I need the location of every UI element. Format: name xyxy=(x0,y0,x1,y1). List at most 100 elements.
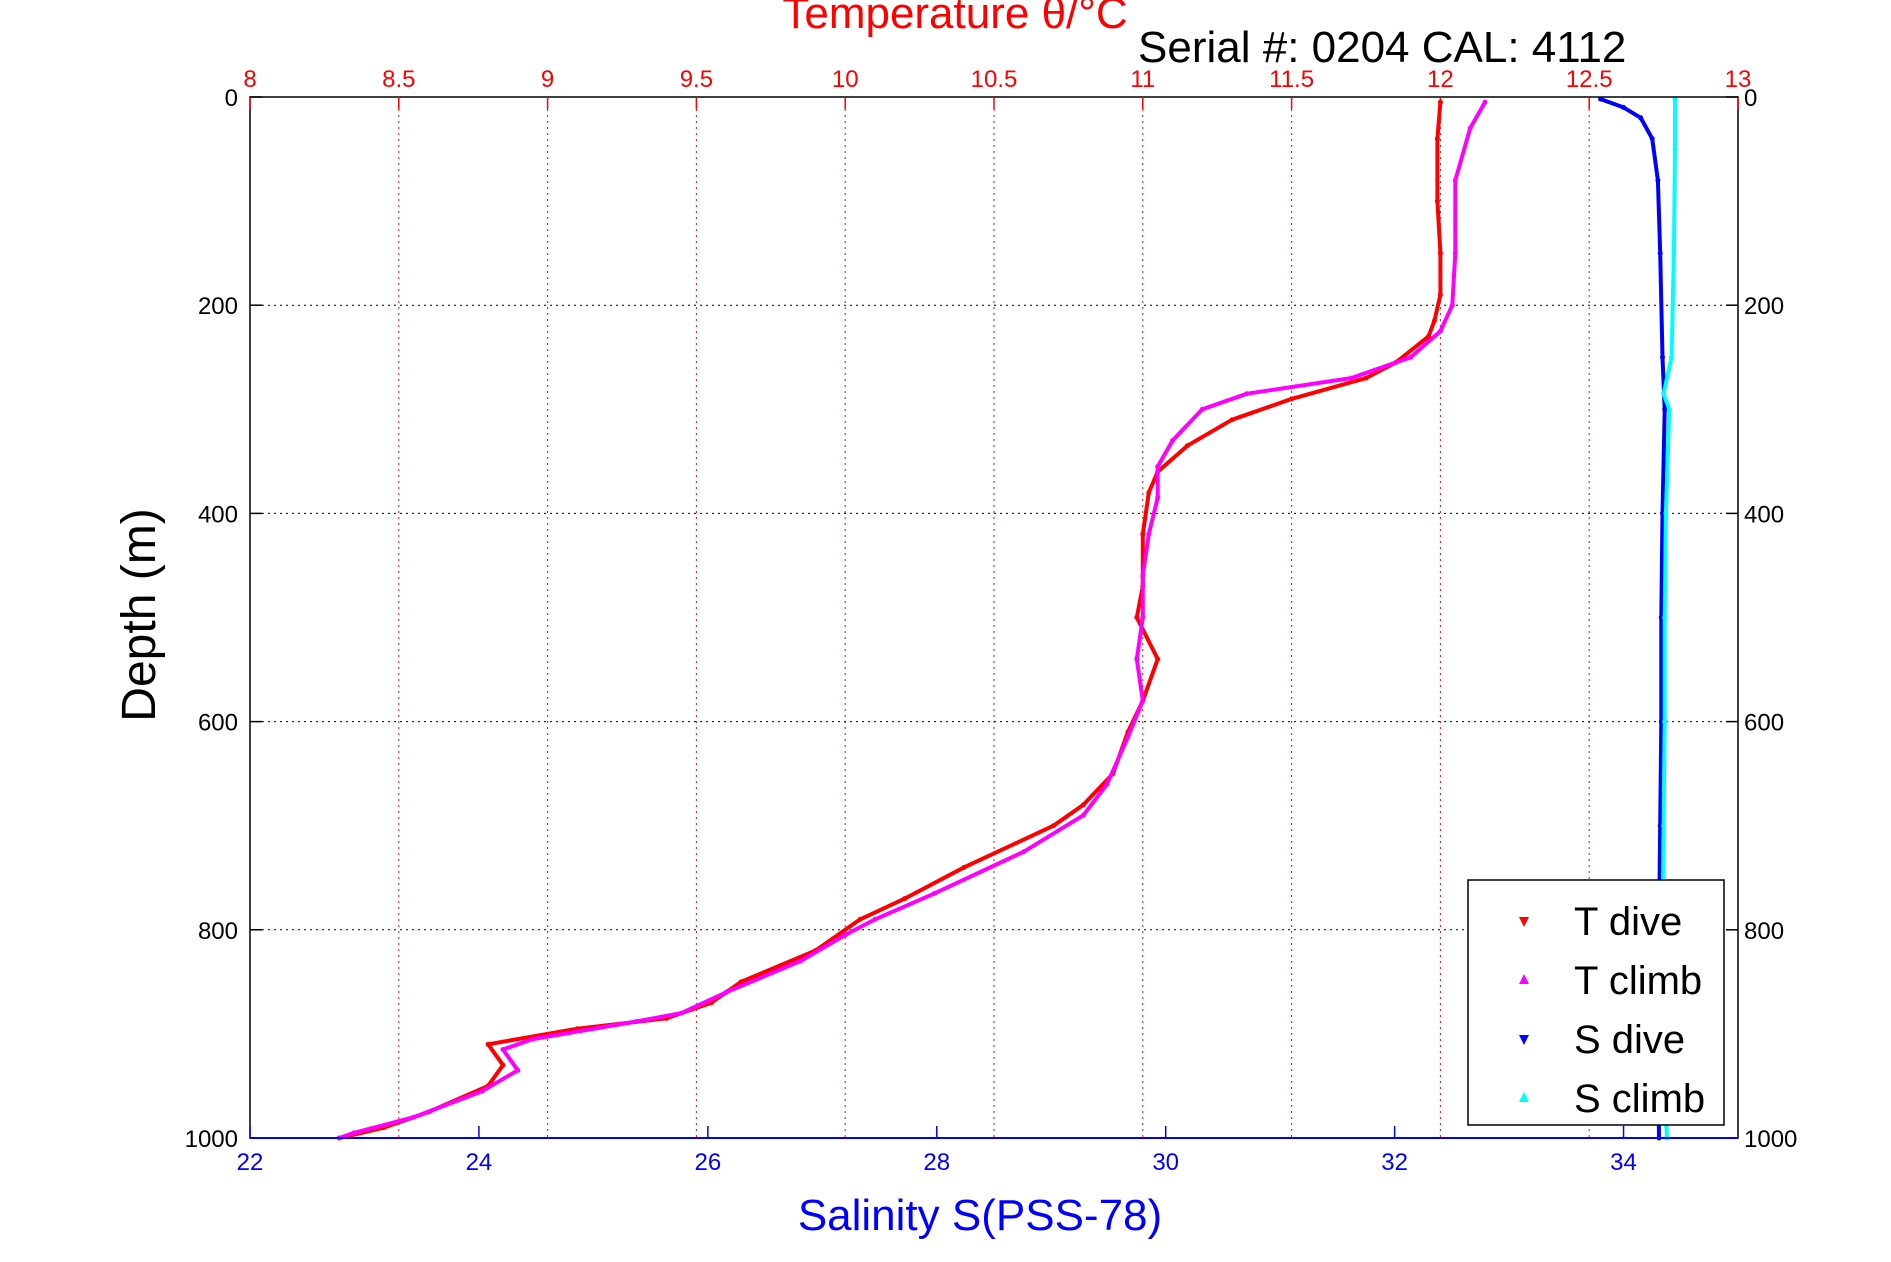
data-point xyxy=(1125,734,1131,740)
legend-item: S dive xyxy=(1519,1018,1685,1062)
depth-tick-label-left: 0 xyxy=(225,85,238,112)
data-point xyxy=(1655,177,1661,183)
data-point xyxy=(1452,250,1458,256)
data-point xyxy=(1184,443,1190,449)
data-point xyxy=(1452,177,1458,183)
temperature-tick-label: 11.5 xyxy=(1269,66,1314,93)
data-point xyxy=(872,916,878,922)
data-point xyxy=(1146,490,1152,496)
legend-label: T climb xyxy=(1574,959,1702,1003)
data-point xyxy=(1662,719,1668,725)
data-point xyxy=(515,1067,521,1073)
data-point xyxy=(961,864,967,870)
data-point xyxy=(1666,406,1672,412)
data-point xyxy=(1134,615,1140,620)
temperature-tick-label: 12 xyxy=(1427,66,1454,93)
depth-tick-label-right: 200 xyxy=(1744,293,1784,320)
data-point xyxy=(1140,615,1146,620)
data-point xyxy=(1289,396,1295,402)
depth-tick-label-left: 800 xyxy=(198,918,238,945)
temperature-axis-title: Temperature θ/°C xyxy=(782,0,1127,38)
legend-marker xyxy=(1519,1092,1529,1102)
depth-tick-label-right: 1000 xyxy=(1744,1126,1797,1153)
salinity-tick-label: 34 xyxy=(1610,1149,1637,1176)
data-point xyxy=(1431,318,1437,324)
depth-tick-label-left: 1000 xyxy=(185,1126,238,1153)
data-point xyxy=(1155,464,1161,470)
data-point xyxy=(1140,698,1146,704)
data-point xyxy=(485,1041,491,1047)
data-point xyxy=(1663,510,1669,516)
data-point xyxy=(1140,573,1146,579)
data-point xyxy=(351,1130,357,1136)
salinity-tick-label: 26 xyxy=(694,1149,721,1176)
depth-tick-label-left: 400 xyxy=(198,501,238,528)
data-point xyxy=(1155,495,1161,501)
data-point xyxy=(1621,104,1626,110)
data-point xyxy=(1662,615,1668,620)
temperature-tick-label: 11 xyxy=(1130,66,1155,93)
data-point xyxy=(1080,812,1086,818)
temperature-tick-label: 12.5 xyxy=(1566,66,1613,93)
data-point xyxy=(1437,328,1443,334)
data-point xyxy=(1437,250,1443,256)
data-point xyxy=(1598,96,1604,102)
data-point xyxy=(500,1062,506,1068)
data-point xyxy=(1134,656,1140,662)
depth-axis-title: Depth (m) xyxy=(113,508,166,721)
data-point xyxy=(1434,136,1440,142)
data-point xyxy=(1672,146,1678,152)
data-point xyxy=(1660,354,1665,360)
temperature-tick-label: 9 xyxy=(541,66,554,93)
data-point xyxy=(1669,354,1675,360)
salinity-tick-label: 30 xyxy=(1152,1149,1179,1176)
data-point xyxy=(1408,354,1414,360)
data-point xyxy=(1146,531,1152,537)
depth-tick-label-right: 0 xyxy=(1744,85,1757,112)
legend-label: S dive xyxy=(1574,1018,1685,1062)
temperature-tick-label: 13 xyxy=(1725,66,1752,93)
serial-cal-label: Serial #: 0204 CAL: 4112 xyxy=(1138,23,1626,72)
salinity-tick-label: 32 xyxy=(1381,1149,1408,1176)
legend-marker xyxy=(1519,917,1529,927)
data-point xyxy=(738,979,744,985)
data-point xyxy=(1021,849,1027,855)
data-point xyxy=(857,916,863,922)
temperature-tick-label: 10.5 xyxy=(971,66,1018,93)
data-point xyxy=(842,932,848,938)
data-point xyxy=(1051,823,1056,829)
data-point xyxy=(1649,136,1655,142)
legend-label: S climb xyxy=(1574,1077,1705,1121)
data-point xyxy=(1661,823,1667,829)
legend-label: T dive xyxy=(1574,900,1682,944)
data-point xyxy=(530,1036,536,1042)
data-point xyxy=(723,989,729,995)
data-point xyxy=(1155,656,1161,662)
data-point xyxy=(1104,781,1110,787)
depth-tick-label-left: 600 xyxy=(198,710,238,737)
data-point xyxy=(1140,531,1146,537)
legend: T dive T climb S dive S climb xyxy=(1467,879,1725,1126)
legend-marker xyxy=(1519,974,1529,984)
data-point xyxy=(1170,438,1176,443)
data-point xyxy=(1434,198,1440,204)
data-point xyxy=(1229,417,1235,423)
data-point xyxy=(1467,125,1473,131)
data-point xyxy=(479,1088,485,1094)
data-point xyxy=(500,1047,506,1052)
depth-tick-label-left: 200 xyxy=(198,293,238,320)
data-point xyxy=(1199,406,1205,412)
data-point xyxy=(1244,391,1250,397)
data-point xyxy=(634,1018,640,1024)
data-point xyxy=(1426,333,1431,339)
salinity-axis-title: Salinity S(PSS-78) xyxy=(798,1191,1162,1240)
data-point xyxy=(1662,406,1668,412)
depth-tick-label-right: 800 xyxy=(1744,918,1784,945)
salinity-tick-label: 24 xyxy=(466,1149,493,1176)
depth-tick-label-right: 600 xyxy=(1744,710,1784,737)
temperature-tick-label: 8 xyxy=(243,66,256,93)
grid-lines xyxy=(250,97,1738,1138)
data-point xyxy=(1657,250,1663,256)
